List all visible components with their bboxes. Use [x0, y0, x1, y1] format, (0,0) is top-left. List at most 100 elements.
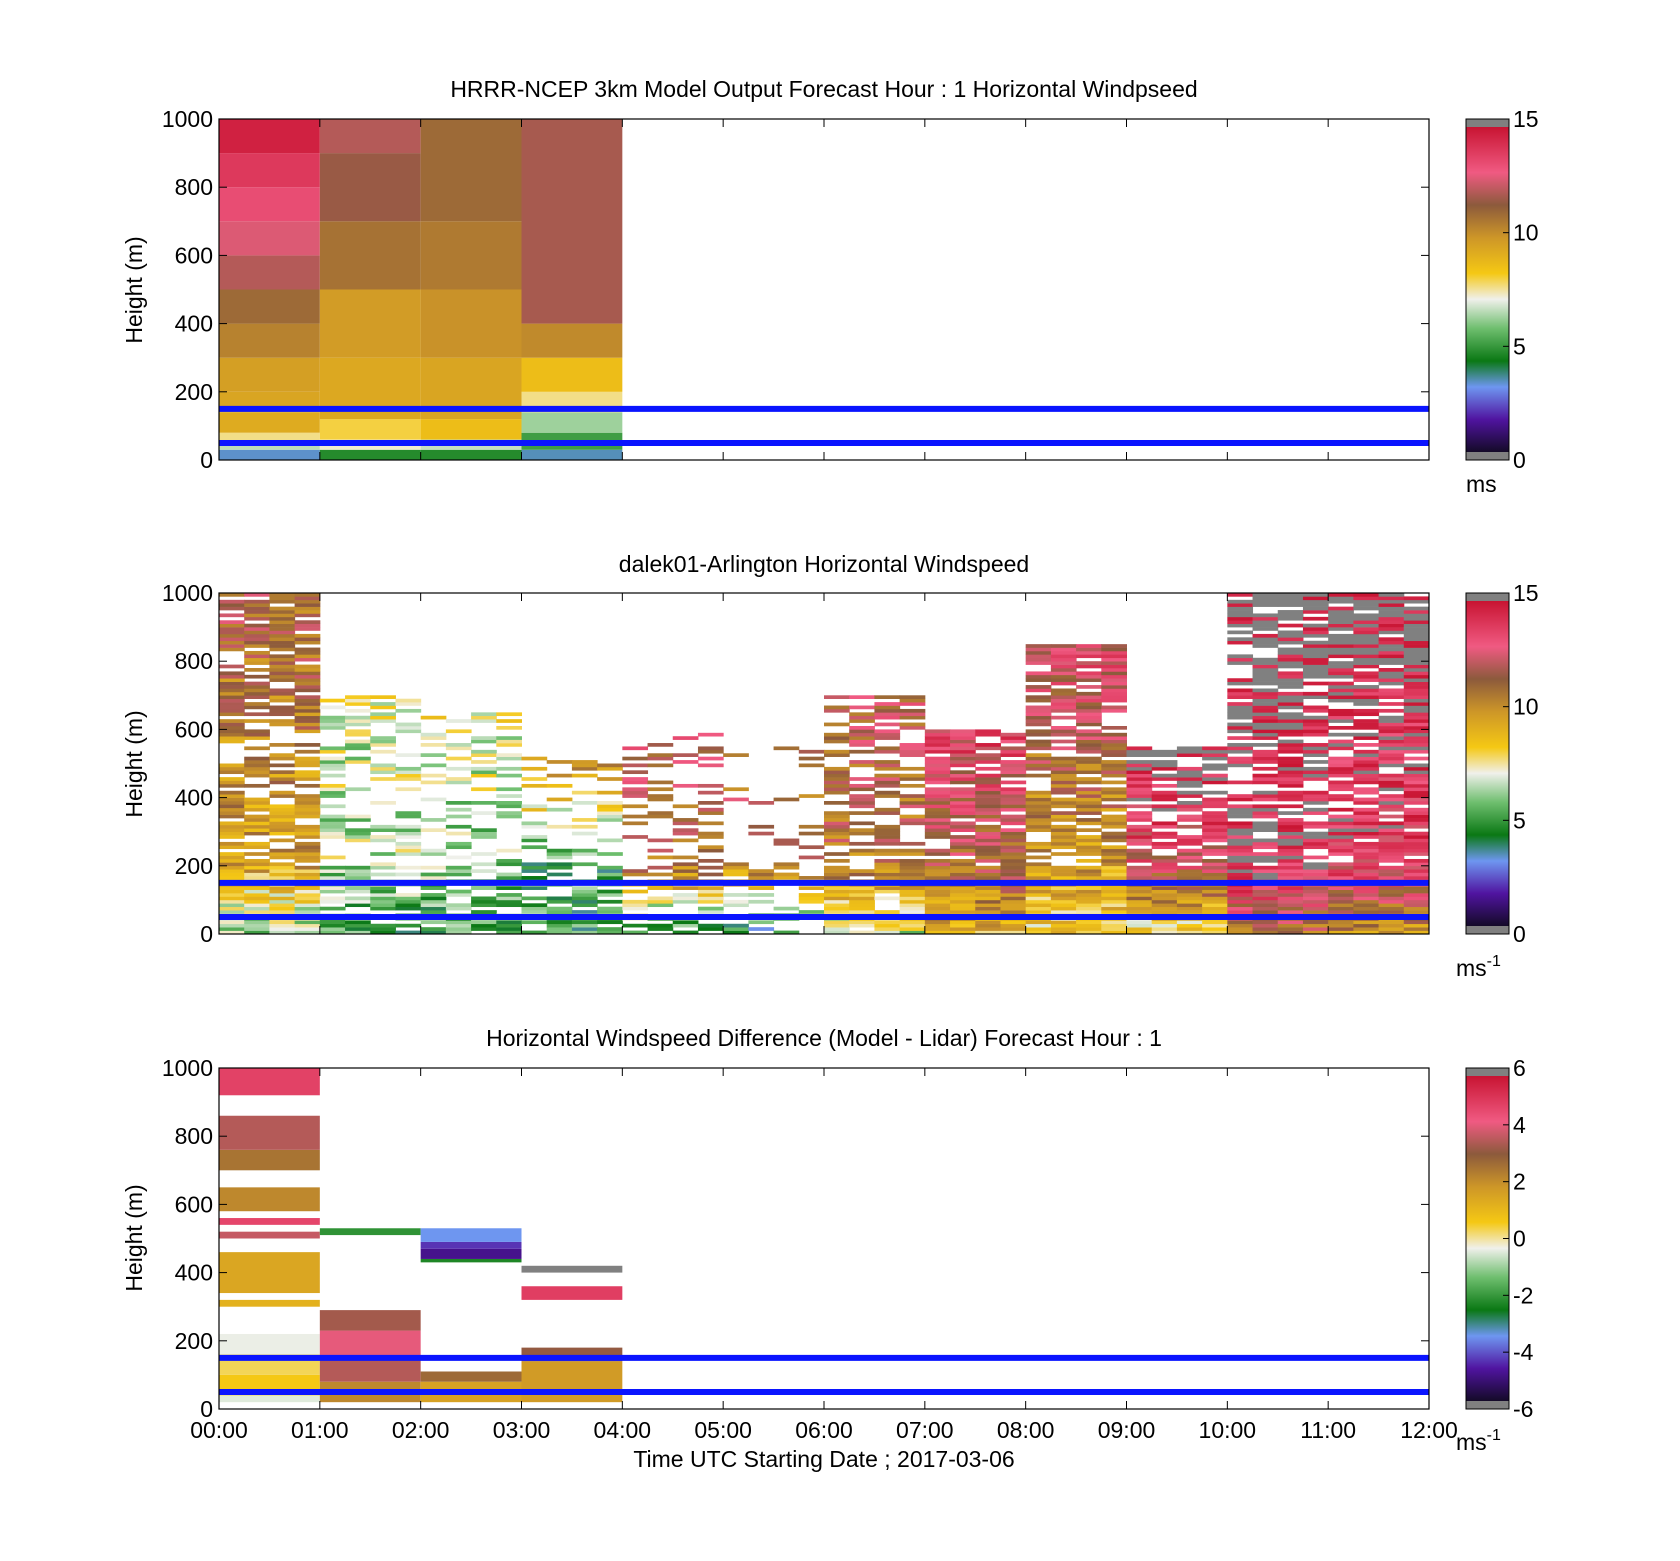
- heatmap-cell: [1277, 920, 1304, 925]
- heatmap-cell: [1353, 613, 1380, 618]
- heatmap-cell: [345, 698, 371, 703]
- heatmap-cell: [1050, 828, 1077, 832]
- heatmap-cell: [899, 749, 926, 754]
- heatmap-cell: [950, 852, 976, 856]
- heatmap-cell: [1353, 787, 1380, 792]
- heatmap-cell: [1025, 872, 1052, 877]
- heatmap-cell: [1403, 756, 1429, 761]
- heatmap-cell: [1050, 920, 1077, 925]
- heatmap-cell: [1353, 807, 1380, 812]
- heatmap-cell: [1378, 930, 1405, 934]
- heatmap-cell: [219, 797, 245, 802]
- heatmap-cell: [1227, 661, 1254, 665]
- heatmap-cell: [1378, 886, 1405, 890]
- heatmap-cell: [219, 893, 245, 897]
- heatmap-cell: [1176, 841, 1203, 846]
- heatmap-cell: [1328, 668, 1354, 672]
- heatmap-cell: [219, 698, 245, 703]
- heatmap-cell: [294, 824, 321, 829]
- heatmap-cell: [748, 920, 775, 925]
- heatmap-cell: [1176, 790, 1203, 795]
- heatmap-cell: [1101, 818, 1127, 822]
- heatmap-cell: [1328, 763, 1354, 768]
- heatmap-cell: [1328, 824, 1354, 829]
- heatmap-cell: [1025, 889, 1052, 894]
- heatmap-cell: [950, 862, 976, 867]
- y-tick-label: 1000: [162, 1055, 213, 1081]
- heatmap-cell: [1050, 739, 1077, 744]
- heatmap-cell: [269, 876, 296, 880]
- heatmap-cell: [1353, 633, 1380, 638]
- heatmap-cell: [219, 613, 245, 618]
- heatmap-cell: [395, 725, 422, 730]
- heatmap-cell: [244, 650, 270, 655]
- heatmap-cell: [1302, 647, 1329, 652]
- heatmap-cell: [471, 766, 497, 771]
- heatmap-cell: [1202, 756, 1228, 761]
- heatmap-cell: [950, 869, 976, 873]
- heatmap-cell: [723, 753, 749, 757]
- heatmap-cell: [1076, 770, 1102, 775]
- heatmap-cell: [319, 930, 346, 934]
- heatmap-cell: [420, 828, 447, 832]
- heatmap-cell: [1252, 705, 1279, 710]
- heatmap-cell: [597, 838, 623, 843]
- heatmap-cell: [1403, 821, 1429, 826]
- heatmap-cell: [244, 828, 270, 832]
- heatmap-cell: [1277, 848, 1304, 853]
- heatmap-cell: [546, 899, 573, 904]
- heatmap-cell: [1025, 756, 1052, 761]
- heatmap-cell: [1227, 889, 1254, 894]
- heatmap-cell: [1227, 838, 1254, 843]
- heatmap-cell: [1252, 698, 1279, 703]
- heatmap-cell: [824, 780, 850, 785]
- heatmap-cell: [219, 780, 245, 785]
- heatmap-cell: [219, 593, 245, 597]
- heatmap-cell: [1277, 702, 1304, 706]
- heatmap-cell: [219, 835, 245, 839]
- heatmap-cell: [1277, 647, 1304, 652]
- heatmap-cell: [1252, 644, 1279, 648]
- heatmap-cell: [1378, 650, 1405, 655]
- heatmap-cell: [420, 743, 447, 747]
- heatmap-cell: [345, 818, 371, 822]
- heatmap-cell: [1328, 613, 1354, 618]
- heatmap-cell: [1403, 640, 1429, 645]
- heatmap-cell: [899, 753, 926, 757]
- colorbar-tick-label: -4: [1513, 1339, 1534, 1365]
- heatmap-cell: [1353, 780, 1380, 785]
- heatmap-cell: [1126, 838, 1153, 843]
- heatmap-cell: [345, 865, 371, 870]
- heatmap-cell: [1328, 627, 1354, 631]
- heatmap-cell: [1227, 640, 1254, 645]
- heatmap-cell: [269, 719, 296, 723]
- heatmap-cell: [1076, 766, 1102, 771]
- heatmap-cell: [950, 824, 976, 829]
- heatmap-cell: [345, 722, 371, 727]
- heatmap-cell: [1277, 657, 1304, 662]
- heatmap-cell: [370, 763, 396, 768]
- heatmap-cell: [571, 852, 598, 856]
- heatmap-cell: [244, 644, 270, 648]
- heatmap-cell: [1378, 691, 1405, 696]
- heatmap-cell: [521, 804, 548, 809]
- heatmap-cell: [1050, 671, 1077, 676]
- heatmap-cell: [723, 787, 749, 792]
- heatmap-cell: [1000, 818, 1027, 822]
- heatmap-cell: [874, 722, 901, 727]
- heatmap-cell: [1126, 773, 1153, 778]
- heatmap-cell: [1227, 811, 1254, 815]
- heatmap-cell: [975, 783, 1001, 788]
- heatmap-cell: [1378, 852, 1405, 856]
- heatmap-cell: [546, 783, 573, 788]
- heatmap-cell: [370, 743, 396, 747]
- heatmap-cell: [1378, 702, 1405, 706]
- heatmap-cell: [319, 419, 421, 440]
- heatmap-cell: [1403, 797, 1429, 802]
- heatmap-cell: [471, 896, 497, 901]
- heatmap-cell: [1126, 766, 1153, 771]
- heatmap-cell: [269, 920, 296, 925]
- heatmap-cell: [1050, 790, 1077, 795]
- heatmap-cell: [1403, 845, 1429, 850]
